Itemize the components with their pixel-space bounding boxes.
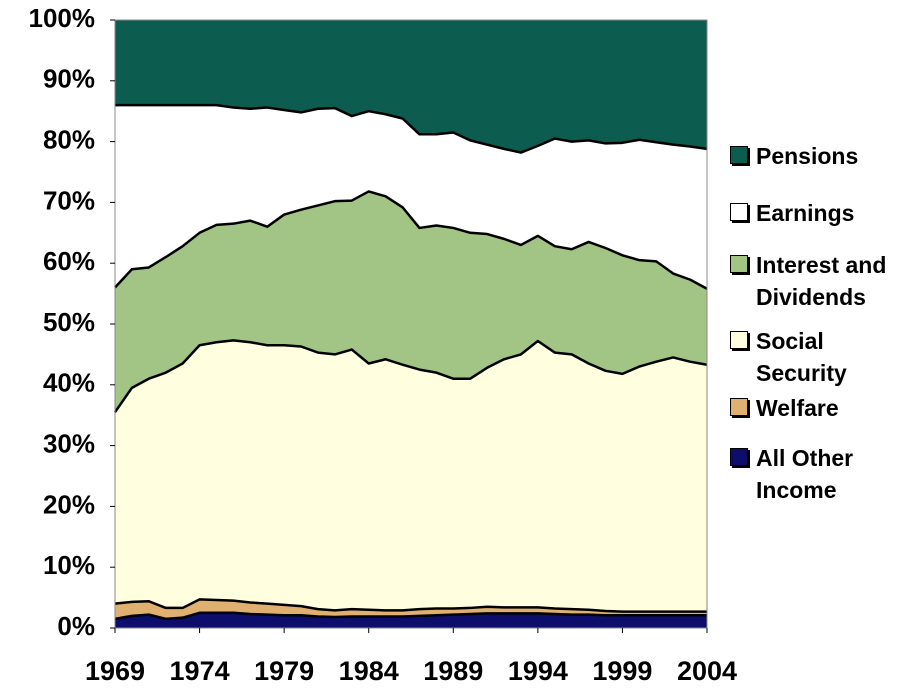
boundary-line bbox=[114, 190, 708, 290]
legend-item: Pensions bbox=[730, 140, 912, 172]
x-tick-label: 1974 bbox=[170, 656, 230, 686]
legend-swatch bbox=[730, 448, 748, 466]
y-tick-label: 60% bbox=[43, 246, 95, 276]
y-tick-label: 80% bbox=[43, 124, 95, 154]
y-tick-label: 100% bbox=[29, 3, 96, 33]
legend-item: All Other Income bbox=[730, 442, 912, 506]
y-tick-label: 50% bbox=[43, 307, 95, 337]
x-tick-label: 1984 bbox=[339, 656, 399, 686]
y-tick-label: 90% bbox=[43, 64, 95, 94]
x-tick-label: 1969 bbox=[85, 656, 145, 686]
boundary-line bbox=[113, 339, 708, 413]
legend-swatch bbox=[730, 146, 748, 164]
legend-label: Pensions bbox=[756, 143, 859, 169]
boundary-line bbox=[115, 103, 708, 154]
legend-swatch bbox=[730, 255, 748, 273]
x-tick-label: 1989 bbox=[423, 656, 483, 686]
area bbox=[115, 105, 707, 289]
legend-label: Earnings bbox=[756, 200, 855, 226]
legend-label: All Other Income bbox=[756, 445, 854, 503]
legend-item: Interest and Dividends bbox=[730, 249, 912, 313]
legend-item: Earnings bbox=[730, 197, 912, 229]
area bbox=[115, 191, 707, 413]
area bbox=[115, 20, 707, 153]
y-tick-label: 0% bbox=[57, 611, 95, 641]
x-tick-label: 1999 bbox=[592, 656, 652, 686]
area bbox=[115, 612, 707, 628]
area bbox=[115, 340, 707, 612]
x-tick-label: 1994 bbox=[508, 656, 568, 686]
legend-label: Social Security bbox=[756, 328, 847, 386]
y-tick-label: 40% bbox=[43, 368, 95, 398]
y-tick-label: 30% bbox=[43, 428, 95, 458]
legend-swatch bbox=[730, 331, 748, 349]
legend-swatch bbox=[730, 398, 748, 416]
legend-label: Welfare bbox=[756, 395, 839, 421]
legend-label: Interest and Dividends bbox=[756, 252, 887, 310]
boundary-line bbox=[114, 598, 707, 613]
boundary-line bbox=[114, 611, 707, 621]
y-tick-label: 10% bbox=[43, 550, 95, 580]
x-tick-label: 1979 bbox=[254, 656, 314, 686]
legend-item: Social Security bbox=[730, 325, 912, 389]
legend-swatch bbox=[730, 203, 748, 221]
x-tick-label: 2004 bbox=[677, 656, 737, 686]
legend-item: Welfare bbox=[730, 392, 912, 424]
y-tick-label: 20% bbox=[43, 489, 95, 519]
y-tick-label: 70% bbox=[43, 185, 95, 215]
